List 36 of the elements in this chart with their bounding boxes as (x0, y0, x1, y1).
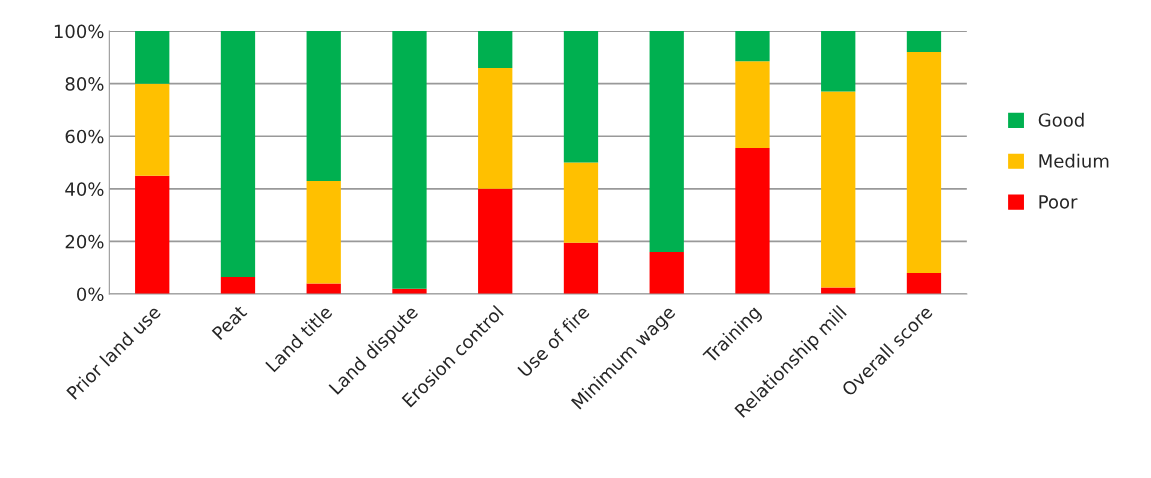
x-tick-label: Use of fire (516, 304, 591, 378)
bar (135, 83, 170, 176)
bar (478, 67, 513, 189)
bar (306, 283, 341, 294)
y-tick-label: 100% (54, 24, 104, 39)
legend-label: Poor (1039, 195, 1078, 209)
bar (478, 188, 513, 294)
bar (906, 272, 942, 294)
bar (392, 31, 427, 289)
bar (135, 175, 170, 294)
bar (906, 52, 942, 273)
y-tick-label: 0% (77, 287, 104, 302)
legend-label: Good (1038, 112, 1084, 127)
legend-label: Medium (1039, 153, 1109, 168)
y-tick-label: 80% (65, 77, 104, 91)
bar (563, 31, 599, 163)
bar (135, 31, 170, 84)
bar (735, 31, 770, 62)
bar (735, 148, 770, 294)
bar (906, 31, 942, 53)
bar (563, 242, 599, 294)
bar (821, 31, 856, 92)
y-tick-label: 60% (65, 129, 104, 144)
bar (649, 251, 684, 294)
bar (821, 287, 856, 294)
bar (220, 31, 256, 277)
bar (821, 91, 856, 288)
y-tick-label: 40% (65, 182, 104, 196)
bar (563, 162, 599, 243)
bar (306, 31, 341, 181)
bar (649, 31, 684, 252)
bar (220, 276, 256, 294)
bar (735, 61, 770, 149)
bar (306, 180, 341, 284)
y-tick-label: 20% (65, 234, 104, 249)
bar (478, 31, 513, 68)
